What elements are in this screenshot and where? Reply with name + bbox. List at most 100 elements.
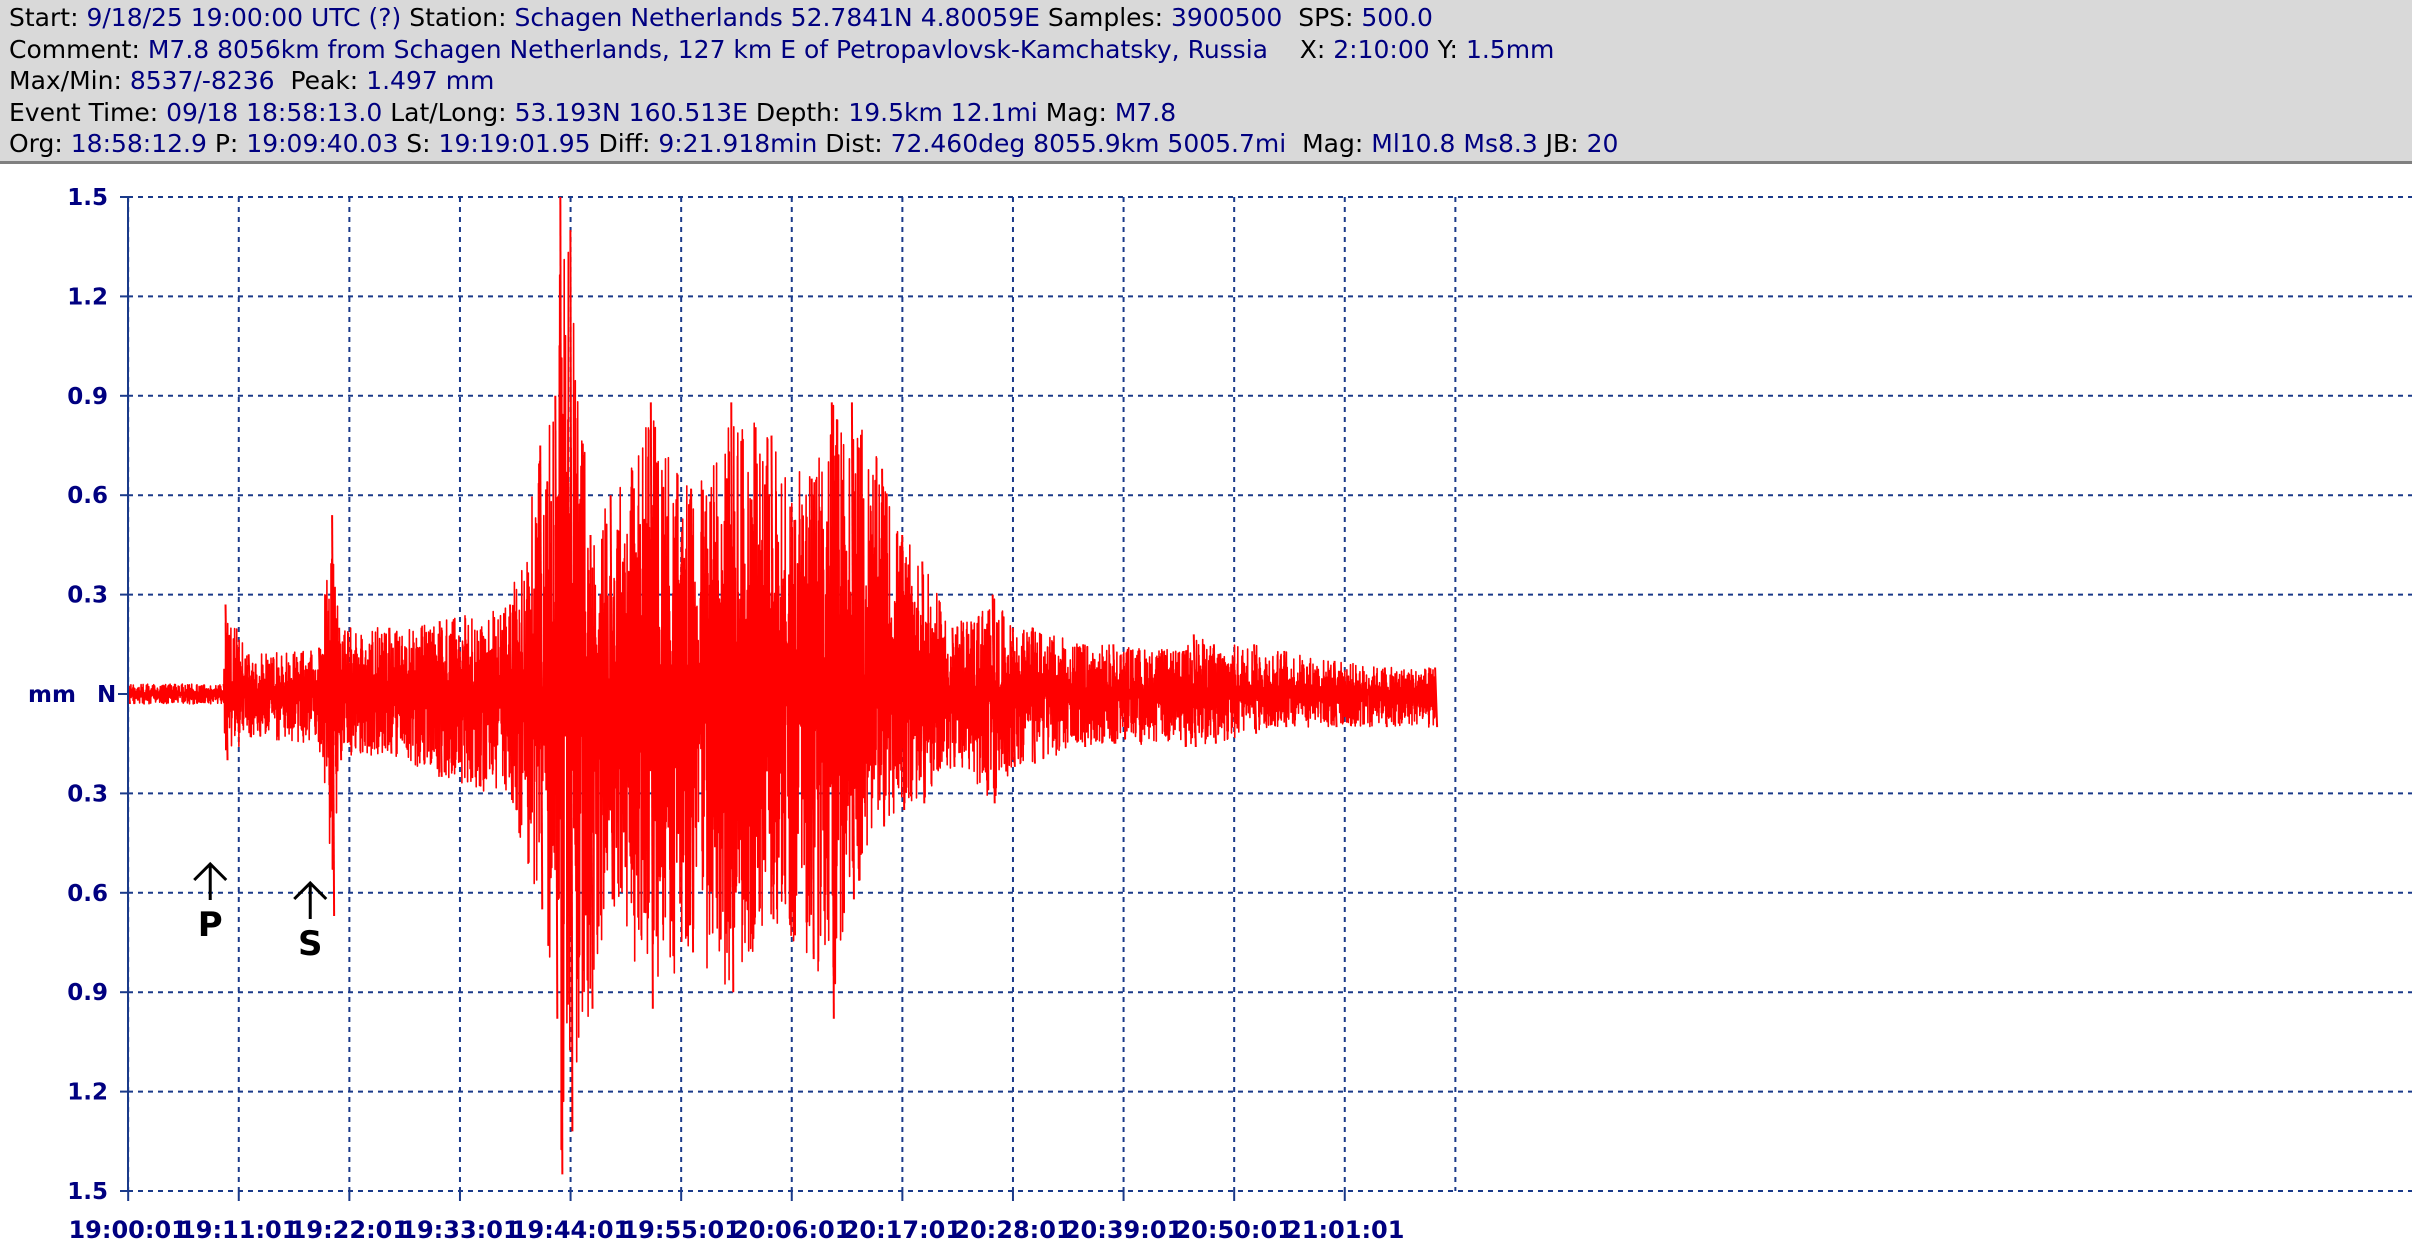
seismogram-peak bbox=[901, 534, 906, 810]
header-field-label: Y: bbox=[1429, 34, 1466, 64]
seismogram-peak bbox=[247, 654, 252, 738]
seismogram-peak bbox=[1192, 634, 1197, 748]
header-field-label: Event Time: bbox=[9, 97, 167, 127]
header-field-value: 500.0 bbox=[1361, 3, 1433, 32]
x-tick-label: 20:17:01 bbox=[843, 1216, 962, 1244]
x-tick-label: 19:44:01 bbox=[511, 1216, 630, 1244]
phase-marker-s: S bbox=[293, 880, 328, 964]
seismogram-peak bbox=[1333, 660, 1338, 728]
x-tick-label: 20:39:01 bbox=[1064, 1216, 1183, 1244]
header-field-label: Comment: bbox=[9, 34, 148, 64]
seismogram-peak bbox=[338, 627, 343, 761]
header-field-value: 20 bbox=[1586, 129, 1619, 159]
seismogram-peak bbox=[539, 445, 544, 910]
header-field-label: Dist: bbox=[817, 129, 891, 159]
header-field-label: Mag: bbox=[1037, 97, 1115, 127]
header-field-label: JB: bbox=[1537, 129, 1587, 159]
up-arrow-icon bbox=[193, 861, 228, 900]
header-field-value: 1.5mm bbox=[1465, 34, 1555, 64]
x-tick-label: 20:06:01 bbox=[732, 1216, 851, 1244]
seismogram-peak bbox=[1031, 627, 1036, 764]
seismogram-peak bbox=[770, 435, 775, 920]
seismogram-peak bbox=[881, 468, 886, 827]
seismogram-peak bbox=[1253, 644, 1258, 734]
header-field-label: Depth: bbox=[747, 97, 849, 127]
y-center-label: N bbox=[97, 682, 116, 708]
y-tick-label: 0.6 bbox=[67, 483, 108, 509]
seismogram-peak bbox=[951, 627, 956, 767]
header-line-3: Max/Min: 8537/-8236 Peak: 1.497 mm bbox=[9, 65, 2412, 97]
header-field-value: 3900500 bbox=[1170, 3, 1283, 32]
y-axis: 1.5 1.2 0.9 0.6 0.3 0.3 0.6 0.9 1.2 1.5 mm N bbox=[28, 185, 129, 1205]
seismogram-peak bbox=[554, 395, 559, 1019]
header-field-value: Schagen Netherlands 52.7841N 4.80059E bbox=[514, 3, 1040, 32]
header-field-value: Ml10.8 Ms8.3 bbox=[1371, 129, 1538, 159]
header-field-value: 72.460deg 8055.9km 5005.7mi bbox=[890, 129, 1287, 159]
seismogram-peak bbox=[331, 515, 336, 916]
header-field-value: 53.193N 160.513E bbox=[514, 97, 748, 127]
x-tick-label: 19:00:01 bbox=[68, 1216, 187, 1244]
seismogram-peak bbox=[1212, 644, 1217, 744]
seismogram-peak bbox=[609, 495, 614, 900]
header-field-value: 2:10:00 bbox=[1333, 34, 1430, 64]
header-field-value: 9/18/25 19:00:00 UTC (?) bbox=[86, 3, 402, 32]
y-tick-label: 0.3 bbox=[67, 583, 108, 609]
phase-marker-label: S bbox=[298, 924, 323, 964]
header-line-2: Comment: M7.8 8056km from Schagen Nether… bbox=[9, 34, 2412, 66]
y-tick-label: 1.2 bbox=[67, 284, 108, 310]
seismogram-peak bbox=[318, 647, 323, 744]
phase-marker-p: P bbox=[193, 861, 228, 945]
seismogram-peak bbox=[1011, 627, 1016, 767]
x-tick-label: 19:11:01 bbox=[179, 1216, 298, 1244]
x-tick-label: 19:55:01 bbox=[621, 1216, 740, 1244]
seismogram-peak bbox=[569, 230, 574, 1132]
x-tick-label: 19:33:01 bbox=[400, 1216, 519, 1244]
seismogram-peak bbox=[921, 561, 926, 804]
y-tick-label: 0.9 bbox=[67, 980, 108, 1006]
y-tick-label: 1.5 bbox=[67, 1179, 108, 1205]
y-unit-label: mm bbox=[28, 682, 76, 708]
seismogram-peak bbox=[850, 402, 855, 900]
seismogram-peak bbox=[509, 604, 514, 801]
header-field-label: Peak: bbox=[274, 66, 367, 96]
header-field-value: 19:09:40.03 bbox=[246, 129, 399, 159]
x-tick-label: 20:28:01 bbox=[953, 1216, 1072, 1244]
header-field-value: 1.497 mm bbox=[366, 66, 495, 96]
seismogram-peak bbox=[1283, 650, 1288, 728]
header-field-label: P: bbox=[206, 129, 247, 159]
seismogram-peak bbox=[830, 402, 835, 1019]
header-field-label: Diff: bbox=[590, 129, 659, 159]
seismogram-peak bbox=[388, 627, 393, 754]
header-field-label: Org: bbox=[9, 129, 71, 159]
header-field-label: S: bbox=[398, 129, 439, 159]
header-line-4: Event Time: 09/18 18:58:13.0 Lat/Long: 5… bbox=[9, 97, 2412, 129]
header-field-value: 8537/-8236 bbox=[129, 66, 275, 96]
y-tick-label: 0.9 bbox=[67, 384, 108, 410]
seismogram-peak bbox=[1383, 667, 1388, 728]
grid bbox=[127, 196, 2412, 1192]
seismogram-peak bbox=[559, 196, 564, 1175]
info-panel: Start: 9/18/25 19:00:00 UTC (?) Station:… bbox=[0, 0, 2412, 164]
seismogram-peak bbox=[1182, 650, 1187, 748]
seismogram-peak bbox=[224, 604, 229, 761]
seismogram-peak bbox=[730, 402, 735, 993]
seismogram-peak bbox=[690, 488, 695, 953]
header-field-value: 19:19:01.95 bbox=[438, 129, 591, 159]
seismogram-peak bbox=[1082, 644, 1087, 748]
seismogram-trace bbox=[127, 196, 1439, 1175]
header-field-label: Max/Min: bbox=[9, 66, 130, 96]
header-field-value: M7.8 8056km from Schagen Netherlands, 12… bbox=[147, 34, 1268, 64]
header-field-value: 9:21.918min bbox=[658, 129, 818, 159]
header-field-label: Mag: bbox=[1286, 129, 1372, 159]
x-tick-label: 21:01:01 bbox=[1285, 1216, 1404, 1244]
seismogram-peak bbox=[1112, 644, 1117, 744]
x-tick-label: 19:22:01 bbox=[290, 1216, 409, 1244]
header-line-5: Org: 18:58:12.9 P: 19:09:40.03 S: 19:19:… bbox=[9, 128, 2412, 160]
seismogram-peak bbox=[438, 621, 443, 777]
header-field-label: X: bbox=[1267, 34, 1334, 64]
seismogram-peak bbox=[589, 534, 594, 1009]
header-field-label: Start: bbox=[9, 3, 87, 32]
header-field-label: Samples: bbox=[1039, 3, 1171, 32]
header-field-value: M7.8 bbox=[1114, 97, 1177, 127]
